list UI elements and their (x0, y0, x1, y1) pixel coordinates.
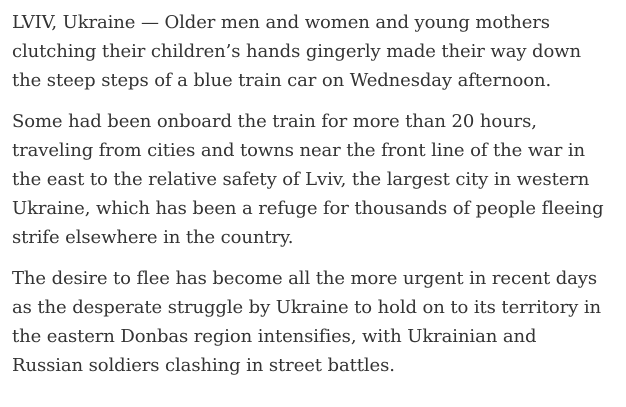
article-paragraph-2: Some had been onboard the train for more… (12, 111, 604, 248)
article-paragraph-1: LVIV, Ukraine — Older men and women and … (12, 12, 581, 91)
article-body: LVIV, Ukraine — Older men and women and … (12, 8, 612, 392)
article-paragraph-3: The desire to flee has become all the mo… (12, 268, 601, 376)
